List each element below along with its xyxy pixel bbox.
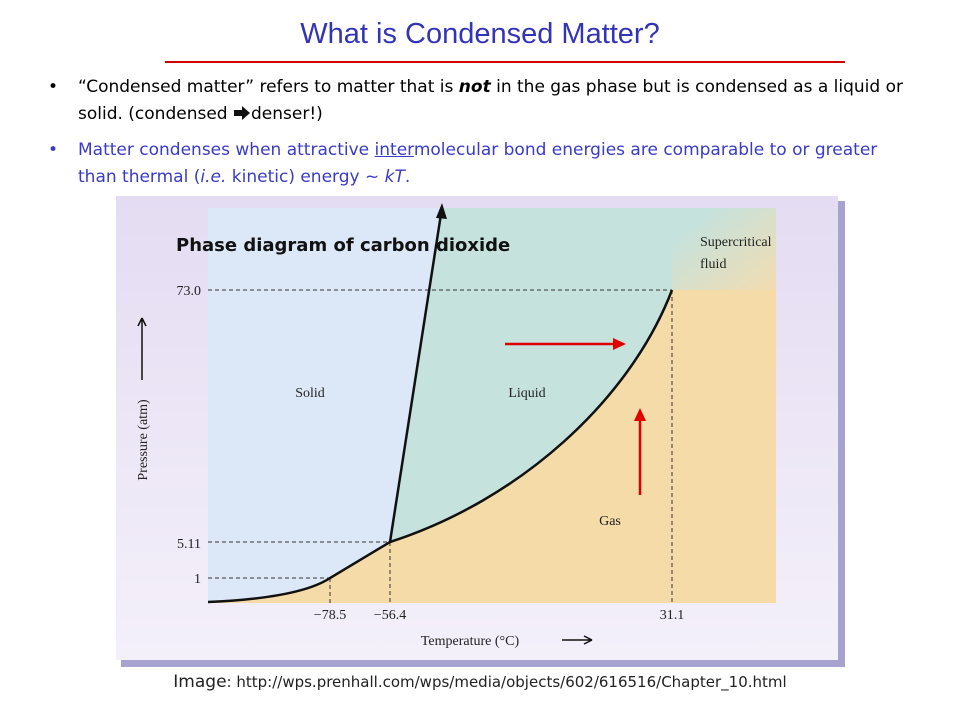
liquid-region (390, 208, 672, 542)
text: denser!) (251, 104, 323, 124)
guide-lines (208, 289, 673, 603)
x-tick-label: 31.1 (660, 608, 685, 623)
axis-arrow (137, 317, 147, 380)
emphasis: not (458, 77, 491, 97)
region-label: Solid (295, 386, 325, 401)
caption-label: Image (173, 672, 227, 692)
y-tick-label: 73.0 (177, 284, 202, 299)
bullet: Matter condenses when attractive intermo… (48, 137, 918, 191)
text: . (404, 167, 411, 187)
region-label: Supercritical (700, 235, 772, 250)
text: Matter condenses when attractive (78, 140, 375, 160)
region-label: fluid (700, 257, 726, 272)
italic: i.e. (200, 167, 227, 187)
y-axis-label: Pressure (atm) (136, 399, 151, 481)
title-rule (165, 61, 845, 63)
y-tick-label: 5.11 (177, 537, 201, 552)
text: in the gas phase but is condensed as a l… (78, 77, 903, 124)
underlined: inter (374, 140, 414, 160)
slide-title: What is Condensed Matter? (300, 18, 660, 50)
arrow-icon (234, 106, 250, 120)
x-tick-label: −56.4 (374, 608, 406, 623)
arrowhead (436, 203, 447, 219)
melting-line (388, 213, 443, 543)
italic: kT (384, 167, 405, 187)
caption: Image: http://wps.prenhall.com/wps/media… (0, 672, 960, 692)
x-tick-label: −78.5 (314, 608, 346, 623)
solid-region (208, 208, 442, 602)
text: kinetic) energy ~ (226, 167, 385, 187)
caption-text: : http://wps.prenhall.com/wps/media/obje… (226, 673, 787, 691)
bullet-list: “Condensed matter” refers to matter that… (48, 74, 918, 200)
text: molecular bond energies are comparable t… (78, 140, 878, 187)
supercritical-region (672, 208, 776, 290)
y-tick-label: 1 (194, 572, 201, 587)
text: “Condensed matter” refers to matter that… (78, 77, 459, 97)
axis-arrow (562, 635, 593, 645)
figure-title: Phase diagram of carbon dioxide (176, 235, 510, 256)
x-axis-label: Temperature (°C) (421, 634, 520, 649)
region-label: Liquid (508, 386, 545, 401)
bullet: “Condensed matter” refers to matter that… (48, 74, 918, 128)
red-arrows (505, 338, 646, 495)
phase-boundary (207, 289, 674, 604)
region-label: Gas (599, 514, 621, 529)
